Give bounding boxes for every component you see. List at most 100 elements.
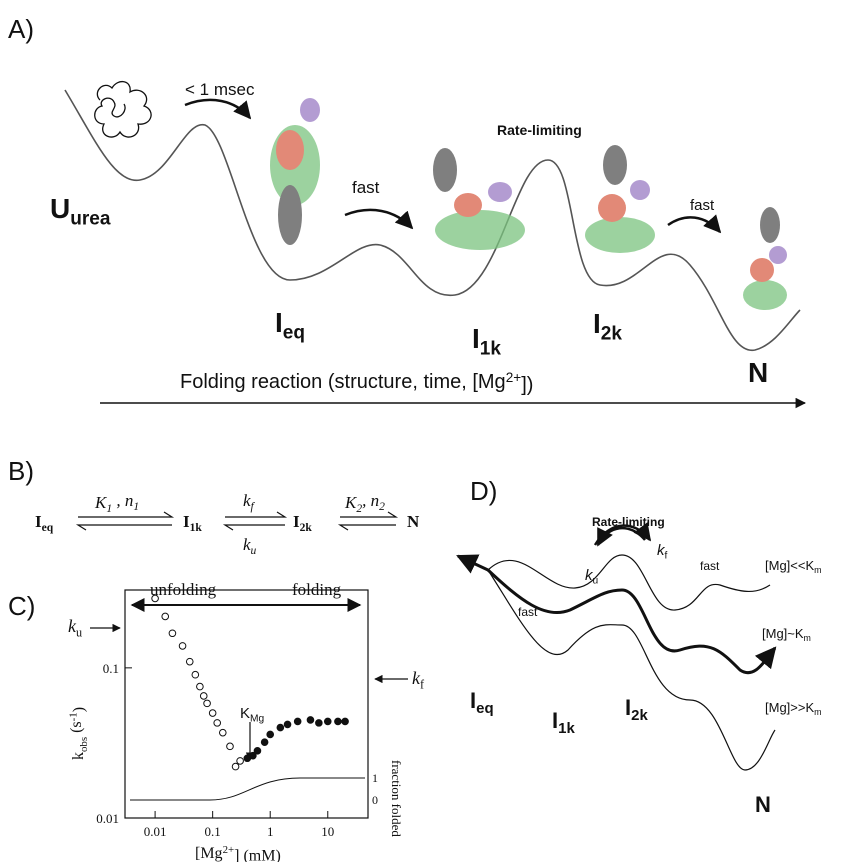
rate-part: u	[593, 576, 599, 587]
condition-label-part: m	[804, 633, 811, 643]
data-point	[260, 738, 269, 746]
data-point	[168, 629, 177, 638]
data-point	[315, 719, 323, 727]
data-point	[226, 742, 234, 751]
arrow	[344, 208, 414, 230]
rate-label-part: k	[68, 616, 77, 636]
state-label-part: urea	[70, 209, 111, 230]
condition-label-part: [Mg]<<K	[765, 558, 814, 573]
energy-landscape	[64, 89, 801, 351]
data-point	[341, 717, 349, 726]
data-point	[236, 757, 244, 765]
panel-label: B)	[8, 456, 34, 486]
state-label-part: I	[35, 512, 42, 531]
data-point	[151, 594, 159, 603]
state-label: I1k	[472, 323, 501, 360]
state-label-part: N	[755, 792, 771, 817]
y-axis-title: kobs (s-1)	[67, 707, 89, 760]
x-axis-title-part: ] (mM)	[234, 847, 281, 862]
data-point	[276, 723, 285, 732]
midpoint-label: KMg	[240, 705, 265, 725]
state-label-part: eq	[283, 323, 305, 344]
fraction-tick: 0	[372, 793, 378, 807]
data-point	[231, 762, 240, 771]
state-label: Ieq	[275, 307, 305, 344]
axis-title: Folding reaction (structure, time, [Mg2+…	[180, 370, 533, 396]
fraction-curve	[130, 777, 365, 801]
state-label-part: eq	[42, 521, 54, 534]
annotation: Rate-limiting	[497, 122, 582, 138]
x-tick-label: 0.1	[205, 824, 221, 839]
data-point	[161, 612, 170, 621]
data-point	[185, 657, 194, 666]
range-label: folding	[292, 580, 342, 599]
data-point	[178, 642, 187, 650]
x-tick-label: 1	[267, 824, 274, 839]
midpoint-label-part: K	[240, 705, 250, 722]
y-axis-title-part: )	[71, 707, 88, 712]
x-tick-label: 10	[321, 824, 334, 839]
panel-label: C)	[8, 591, 35, 621]
constant-part: K	[344, 493, 358, 512]
data-point	[249, 751, 257, 760]
state-label-part: N	[748, 357, 768, 388]
x-axis-title: [Mg2+] (mM)	[195, 844, 281, 862]
arrow	[184, 98, 252, 120]
rate-part: u	[251, 544, 257, 557]
constant: K2, n2	[344, 491, 385, 515]
state-label-part: 1k	[480, 339, 502, 360]
data-point	[196, 682, 204, 691]
structure-i1k	[433, 148, 525, 250]
state-label: N	[748, 357, 768, 388]
state-label-part: 2k	[601, 324, 623, 345]
constant-part: 2	[379, 500, 385, 513]
state-label-part: I	[275, 307, 283, 338]
structure-ieq	[270, 98, 320, 245]
y-tick-label: 0.1	[103, 661, 119, 676]
data-point	[203, 699, 211, 708]
condition-label: [Mg]<<Km	[765, 558, 822, 575]
rate-label-part: f	[420, 677, 425, 691]
rate-label: kf	[412, 668, 425, 691]
state-label-part: 2k	[631, 707, 648, 724]
state-label: I1k	[552, 708, 575, 737]
axis-title-part: 2+	[506, 370, 522, 385]
y-axis-title-part: (s	[68, 721, 85, 737]
rate-part: k	[585, 567, 594, 584]
fraction-tick: 1	[372, 771, 378, 785]
data-point	[199, 692, 208, 700]
structure-i2k	[585, 145, 655, 253]
state-label: I2k	[293, 512, 312, 534]
constant-part: 1	[106, 502, 112, 515]
condition-label-part: [Mg]>>K	[765, 700, 814, 715]
state-label-part: I	[552, 708, 558, 733]
y-axis-title-part: -1	[67, 712, 79, 721]
rate-label: ku	[68, 616, 82, 639]
constant-part: , n	[362, 491, 379, 510]
annotation: < 1 msec	[185, 80, 255, 99]
arrow	[667, 214, 722, 234]
rate-part: k	[657, 542, 666, 559]
constant: K1 , n1	[94, 491, 139, 515]
data-point	[293, 717, 302, 726]
rate: kf	[657, 542, 668, 562]
y-axis-title-part: obs	[78, 737, 90, 752]
state-label-part: eq	[476, 700, 493, 717]
rate: ku	[585, 567, 598, 587]
data-point	[213, 719, 222, 727]
data-point	[218, 728, 227, 737]
condition-label-part: m	[814, 707, 821, 717]
rate: ku	[243, 535, 257, 557]
data-point	[191, 670, 200, 679]
annotation: fast	[700, 559, 720, 573]
condition-label: [Mg]>>Km	[765, 700, 822, 717]
data-point	[323, 717, 332, 726]
rate-part: f	[665, 551, 668, 562]
state-label-part: 1k	[558, 720, 575, 737]
state-label: I2k	[593, 308, 622, 345]
rate: kf	[243, 491, 256, 513]
fraction-title: fraction folded	[389, 760, 404, 837]
constant-part: 2	[356, 502, 362, 515]
plot-frame	[124, 589, 369, 819]
axis-title-part: ])	[521, 374, 533, 396]
